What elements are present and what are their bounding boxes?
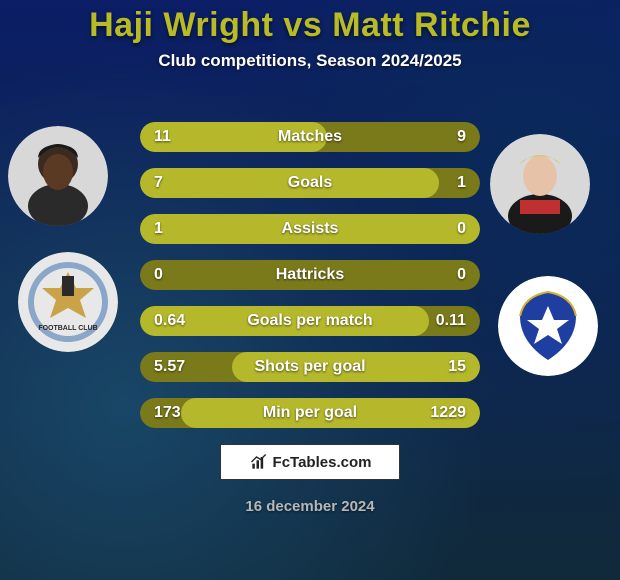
title: Haji Wright vs Matt Ritchie [0,6,620,45]
stat-bars: 119Matches 71Goals 10Assists 00Hattricks 0.6… [140,122,480,444]
stat-label: Assists [140,214,480,244]
player1-avatar [8,126,108,226]
player2-club-crest [498,276,598,376]
fctables-logo[interactable]: FcTables.com [220,444,400,480]
stat-row: 71Goals [140,168,480,198]
title-player1: Haji Wright [89,6,273,44]
stat-label: Hattricks [140,260,480,290]
stat-label: Min per goal [140,398,480,428]
chart-icon [249,452,269,472]
date-text: 16 december 2024 [0,498,620,515]
stat-label: Matches [140,122,480,152]
title-player2: Matt Ritchie [332,6,531,44]
subtitle: Club competitions, Season 2024/2025 [0,51,620,71]
stat-label: Goals per match [140,306,480,336]
stat-row: 0.640.11Goals per match [140,306,480,336]
stat-row: 1731229Min per goal [140,398,480,428]
stat-row: 119Matches [140,122,480,152]
player2-avatar [490,134,590,234]
fctables-logo-text: FcTables.com [273,454,372,471]
stat-label: Goals [140,168,480,198]
svg-text:FOOTBALL CLUB: FOOTBALL CLUB [38,325,97,332]
stat-label: Shots per goal [140,352,480,382]
title-vs: vs [283,6,322,44]
stat-row: 10Assists [140,214,480,244]
stat-row: 00Hattricks [140,260,480,290]
stat-row: 5.5715Shots per goal [140,352,480,382]
player1-club-crest: FOOTBALL CLUB [18,252,118,352]
